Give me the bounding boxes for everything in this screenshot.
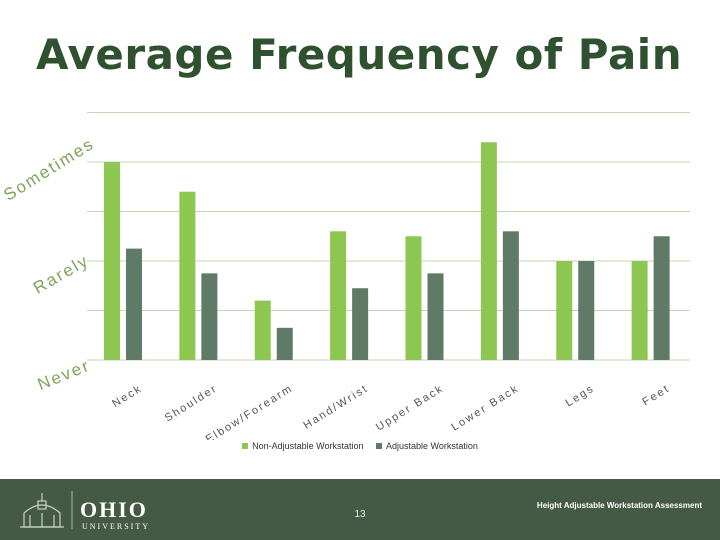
bar: [104, 162, 120, 360]
bar: [427, 273, 444, 360]
bar: [352, 288, 369, 360]
chart-legend: Non-Adjustable Workstation Adjustable Wo…: [0, 441, 720, 451]
bar: [405, 236, 422, 360]
bar: [502, 231, 519, 360]
x-tick-label: Shoulder: [163, 382, 220, 424]
svg-text:OHIO: OHIO: [80, 497, 148, 522]
footer-bar: OHIO UNIVERSITY 13 Height Adjustable Wor…: [0, 479, 720, 540]
x-tick-label: Feet: [640, 382, 672, 408]
x-tick-label: Lower Back: [449, 382, 521, 433]
y-tick-label: Never: [35, 356, 93, 394]
bar: [653, 236, 670, 360]
bar: [254, 300, 271, 360]
ohio-university-logo: OHIO UNIVERSITY: [20, 491, 150, 531]
legend-swatch-adjustable: [376, 443, 382, 449]
legend-item-adjustable: Adjustable Workstation: [376, 441, 478, 451]
bar: [578, 261, 595, 360]
bar: [126, 248, 142, 360]
footer-caption: Height Adjustable Workstation Assessment: [536, 501, 702, 510]
chart-bars: [104, 142, 670, 360]
bar: [480, 142, 497, 360]
legend-item-non-adjustable: Non-Adjustable Workstation: [242, 441, 363, 451]
chart-gridlines: [87, 112, 690, 361]
x-tick-label: Neck: [110, 382, 144, 410]
y-tick-label: Rarely: [30, 251, 92, 298]
svg-text:UNIVERSITY: UNIVERSITY: [82, 522, 150, 531]
page-number: 13: [354, 509, 366, 520]
bar: [556, 261, 573, 360]
x-tick-label: Legs: [563, 382, 596, 409]
cupola-icon: [20, 493, 64, 528]
bar: [179, 191, 196, 360]
y-tick-label: Sometimes: [0, 134, 97, 205]
x-tick-label: Upper Back: [374, 382, 446, 433]
legend-swatch-non-adjustable: [242, 443, 249, 449]
y-axis-labels: Never Rarely Sometimes: [0, 134, 97, 394]
legend-label-non-adjustable: Non-Adjustable Workstation: [252, 441, 364, 451]
bar: [631, 261, 648, 360]
slide-title: Average Frequency of Pain: [36, 30, 683, 79]
bar: [276, 327, 293, 360]
x-tick-label: Hand/Wrist: [301, 382, 370, 431]
bar: [330, 231, 347, 360]
legend-label-adjustable: Adjustable Workstation: [386, 441, 478, 451]
bar: [201, 273, 218, 360]
